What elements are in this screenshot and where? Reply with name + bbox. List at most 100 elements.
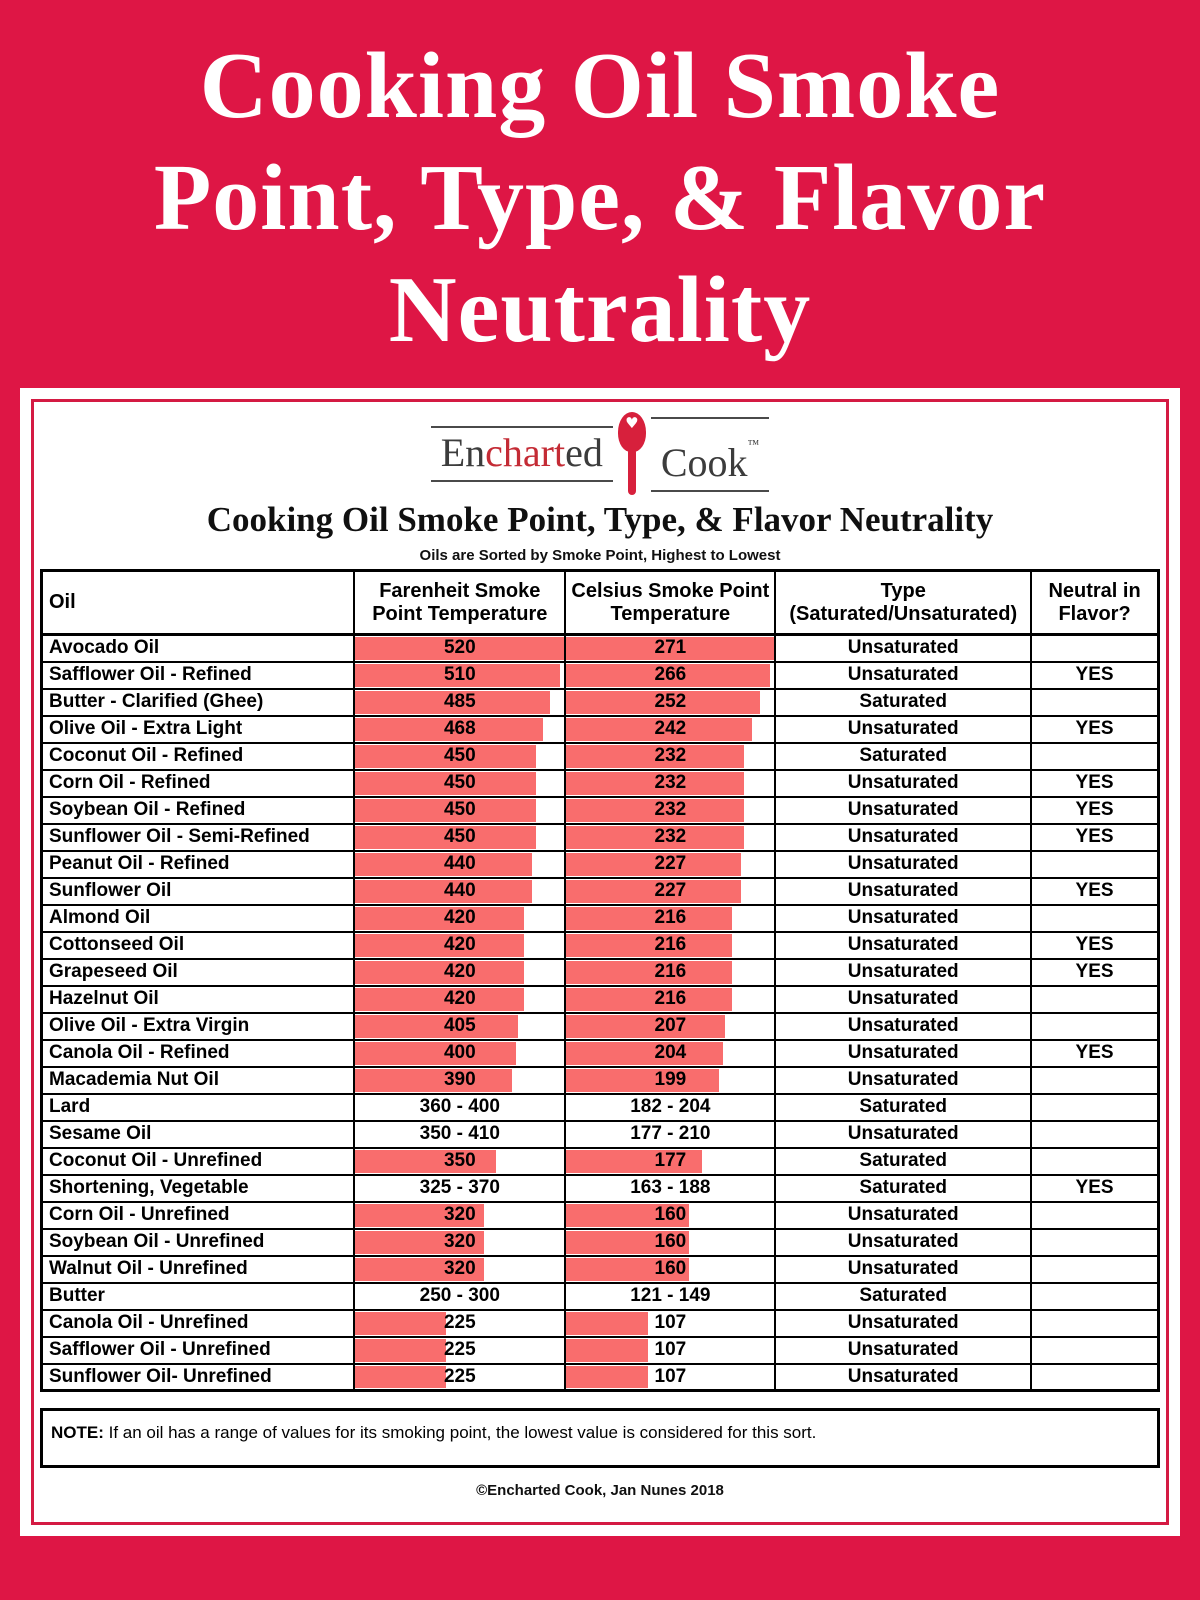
fahrenheit-cell: 450 — [353, 822, 567, 852]
temperature-bar — [356, 1311, 446, 1335]
type-cell: Unsaturated — [774, 957, 1033, 987]
neutral-cell — [1030, 1281, 1160, 1311]
temperature-value: 204 — [654, 1042, 687, 1063]
oil-name-cell: Corn Oil - Refined — [40, 768, 356, 798]
neutral-cell: YES — [1030, 822, 1160, 852]
temperature-value: 520 — [443, 637, 476, 659]
temperature-bar — [356, 1041, 517, 1065]
fahrenheit-cell: 225 — [353, 1335, 567, 1365]
column-header-oil: Oil — [40, 569, 356, 636]
oil-name-cell: Almond Oil — [40, 903, 356, 933]
neutral-cell — [1030, 1308, 1160, 1338]
table-row: Safflower Oil - Unrefined 225 107 Unsaturat… — [40, 1335, 1160, 1365]
temperature-bar — [567, 1041, 723, 1065]
type-cell: Saturated — [774, 741, 1033, 771]
heart-icon: ♥ — [625, 414, 639, 432]
column-header-neutral: Neutral in Flavor? — [1030, 569, 1160, 636]
neutral-cell — [1030, 633, 1160, 663]
temperature-value: 420 — [443, 988, 476, 1009]
neutral-cell: YES — [1030, 795, 1160, 825]
temperature-value: 450 — [443, 745, 476, 766]
temperature-value: 160 — [654, 1258, 687, 1279]
table-row: Canola Oil - Unrefined 225 107 Unsaturated — [40, 1308, 1160, 1338]
temperature-bar — [356, 1338, 446, 1362]
temperature-bar — [567, 1149, 703, 1173]
poster-title: Cooking Oil Smoke Point, Type, & Flavor … — [0, 0, 1200, 388]
celsius-cell: 232 — [564, 795, 777, 825]
poster-title-line-2: Point, Type, & Flavor — [153, 146, 1047, 250]
temperature-bar — [356, 906, 525, 930]
temperature-value: 440 — [443, 853, 476, 874]
temperature-bar — [567, 825, 745, 849]
logo-chart: chart — [485, 430, 566, 475]
temperature-bar — [567, 1230, 690, 1254]
neutral-cell: YES — [1030, 768, 1160, 798]
neutral-cell — [1030, 1200, 1160, 1230]
celsius-cell: 252 — [564, 687, 777, 717]
celsius-cell: 216 — [564, 903, 777, 933]
temperature-value: 216 — [654, 907, 687, 928]
temperature-value: 216 — [654, 961, 687, 982]
table-row: Grapeseed Oil 420 216 Unsaturated YES — [40, 957, 1160, 987]
table-row: Corn Oil - Refined 450 232 Unsaturated YES — [40, 768, 1160, 798]
table-row: Sesame Oil 350 - 410 177 - 210 Unsaturated — [40, 1119, 1160, 1149]
fahrenheit-cell: 405 — [353, 1011, 567, 1041]
temperature-value: 420 — [443, 907, 476, 928]
neutral-cell: YES — [1030, 930, 1160, 960]
oil-name-cell: Cottonseed Oil — [40, 930, 356, 960]
oil-name-cell: Avocado Oil — [40, 633, 356, 663]
temperature-bar — [356, 960, 525, 984]
chart-panel: Encharted ♥ Cook™ Cooking Oil Smoke Poin… — [20, 388, 1180, 1536]
temperature-value: 510 — [443, 664, 476, 685]
type-cell: Unsaturated — [774, 1119, 1033, 1149]
temperature-bar — [567, 1365, 649, 1388]
temperature-bar — [567, 690, 760, 714]
temperature-bar — [567, 906, 733, 930]
temperature-value: 350 - 410 — [419, 1123, 500, 1144]
neutral-cell — [1030, 1227, 1160, 1257]
temperature-bar — [356, 1230, 484, 1254]
temperature-value: 107 — [654, 1339, 687, 1360]
type-cell: Unsaturated — [774, 1065, 1033, 1095]
fahrenheit-cell: 320 — [353, 1227, 567, 1257]
oil-name-cell: Hazelnut Oil — [40, 984, 356, 1014]
type-cell: Unsaturated — [774, 795, 1033, 825]
neutral-cell — [1030, 1362, 1160, 1392]
temperature-bar — [567, 1014, 726, 1038]
celsius-cell: 204 — [564, 1038, 777, 1068]
table-row: Canola Oil - Refined 400 204 Unsaturated YES — [40, 1038, 1160, 1068]
table-row: Walnut Oil - Unrefined 320 160 Unsaturated — [40, 1254, 1160, 1284]
type-cell: Unsaturated — [774, 849, 1033, 879]
type-cell: Unsaturated — [774, 930, 1033, 960]
temperature-value: 325 - 370 — [419, 1177, 500, 1198]
poster-title-line-1: Cooking Oil Smoke — [199, 34, 1001, 138]
temperature-value: 420 — [443, 934, 476, 955]
temperature-bar — [567, 879, 741, 903]
table-row: Hazelnut Oil 420 216 Unsaturated — [40, 984, 1160, 1014]
temperature-value: 160 — [654, 1231, 687, 1252]
temperature-bar — [567, 771, 745, 795]
spoon-bowl — [617, 412, 646, 452]
trademark-symbol: ™ — [747, 436, 760, 451]
oil-name-cell: Coconut Oil - Refined — [40, 741, 356, 771]
celsius-cell: 107 — [564, 1362, 777, 1392]
type-cell: Unsaturated — [774, 1011, 1033, 1041]
table-row: Sunflower Oil- Unrefined 225 107 Unsaturate… — [40, 1362, 1160, 1392]
temperature-value: 320 — [443, 1231, 476, 1252]
oil-name-cell: Butter — [40, 1281, 356, 1311]
oil-name-cell: Safflower Oil - Unrefined — [40, 1335, 356, 1365]
note-text: If an oil has a range of values for its … — [103, 1423, 817, 1442]
temperature-bar — [567, 663, 771, 687]
oil-name-cell: Walnut Oil - Unrefined — [40, 1254, 356, 1284]
oil-name-cell: Safflower Oil - Refined — [40, 660, 356, 690]
celsius-cell: 216 — [564, 957, 777, 987]
table-row: Macademia Nut Oil 390 199 Unsaturated — [40, 1065, 1160, 1095]
oil-name-cell: Macademia Nut Oil — [40, 1065, 356, 1095]
logo-text-right: Cook™ — [650, 416, 770, 492]
temperature-value: 450 — [443, 826, 476, 847]
type-cell: Saturated — [774, 687, 1033, 717]
temperature-bar — [356, 1257, 484, 1281]
type-cell: Unsaturated — [774, 633, 1033, 663]
temperature-bar — [567, 1068, 720, 1092]
neutral-cell: YES — [1030, 660, 1160, 690]
